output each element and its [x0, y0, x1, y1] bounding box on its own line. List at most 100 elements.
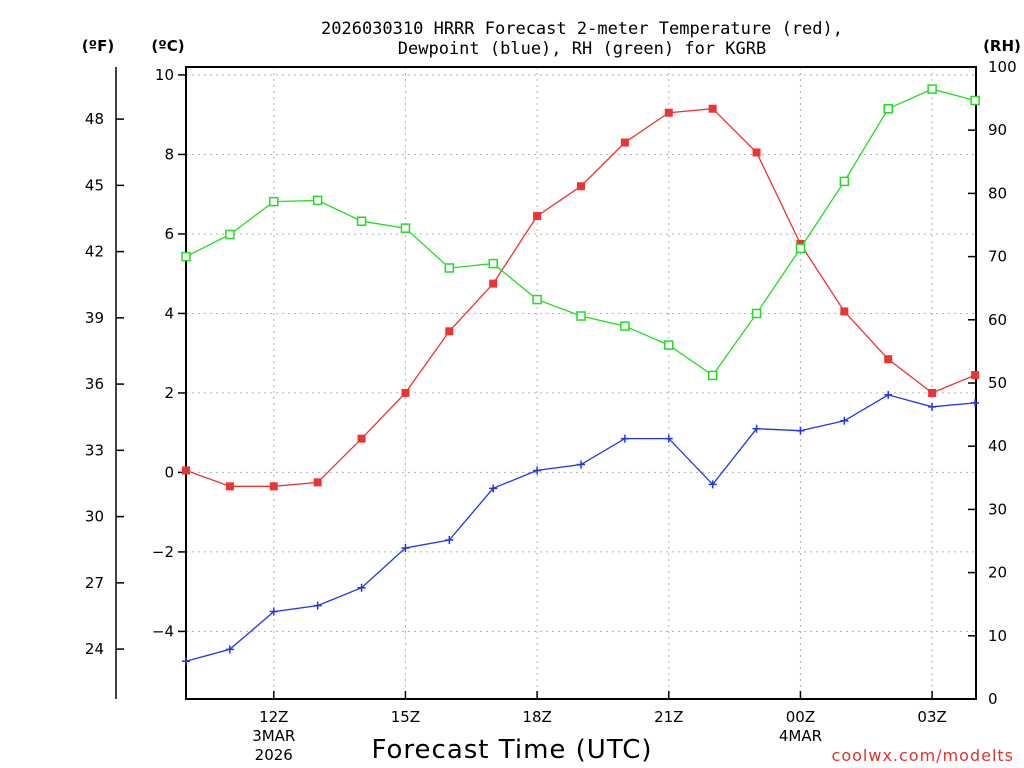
celsius-tick-label: 4: [164, 304, 174, 322]
celsius-unit-label: (ºC): [151, 37, 184, 55]
dewpoint-data-point: [533, 466, 542, 475]
rh-data-point: [444, 263, 455, 273]
x-tick-year-label: 2026: [255, 746, 293, 764]
fahrenheit-tick-label: 48: [85, 110, 104, 128]
x-axis-label: Forecast Time (UTC): [371, 735, 652, 765]
dewpoint-data-point: [752, 424, 761, 433]
fahrenheit-unit-label: (ºF): [82, 37, 114, 55]
rh-tick-label: 80: [988, 184, 1007, 202]
rh-series-line: [185, 88, 976, 377]
temperature-data-point: [884, 355, 893, 364]
rh-tick-label: 70: [988, 248, 1007, 266]
temperature-data-point: [225, 482, 234, 491]
dewpoint-data-point: [313, 601, 322, 610]
rh-data-point: [751, 308, 762, 319]
celsius-tick-label: 2: [164, 384, 174, 402]
rh-tick-label: 30: [988, 500, 1007, 518]
rh-data-point: [181, 251, 191, 262]
temperature-data-point: [313, 478, 322, 487]
fahrenheit-tick-label: 45: [85, 176, 104, 194]
fahrenheit-tick-label: 30: [85, 508, 104, 526]
temperature-data-point: [971, 371, 980, 380]
fahrenheit-tick-label: 24: [85, 640, 104, 658]
rh-data-point: [970, 95, 980, 106]
chart-title-line-2: Dewpoint (blue), RH (green) for KGRB: [398, 39, 766, 59]
temperature-data-point: [533, 212, 542, 221]
temperature-data-point: [489, 279, 498, 288]
rh-data-point: [269, 196, 279, 207]
celsius-tick-label: 10: [155, 66, 174, 84]
rh-unit-label: (RH): [983, 37, 1021, 55]
temperature-data-point: [620, 138, 629, 147]
temperature-data-point: [401, 388, 410, 397]
dewpoint-data-point: [664, 434, 673, 443]
dewpoint-data-point: [971, 398, 980, 407]
temperature-data-point: [752, 148, 761, 157]
rh-data-point: [400, 223, 411, 233]
rh-tick-label: 60: [988, 311, 1007, 329]
rh-tick-label: 100: [988, 58, 1017, 76]
dewpoint-data-point: [357, 583, 366, 592]
temperature-data-point: [445, 327, 454, 336]
dewpoint-data-point: [796, 426, 805, 435]
temperature-data-point: [840, 307, 849, 316]
chart-title-line-1: 2026030310 HRRR Forecast 2-meter Tempera…: [321, 19, 843, 39]
x-tick-date-label: 3MAR: [252, 727, 295, 745]
rh-data-point: [927, 84, 937, 94]
x-tick-label: 12Z: [259, 708, 288, 726]
x-tick-label: 15Z: [391, 708, 420, 726]
celsius-tick-label: 6: [164, 225, 174, 243]
dewpoint-data-point: [489, 484, 498, 493]
rh-data-point: [312, 195, 323, 206]
dewpoint-data-point: [620, 434, 629, 443]
source-credit: coolwx.com/modelts: [832, 746, 1014, 765]
temperature-data-point: [357, 434, 366, 443]
rh-data-point: [532, 294, 542, 305]
fahrenheit-tick-label: 27: [85, 574, 104, 592]
x-tick-label: 00Z: [786, 708, 815, 726]
temperature-series-line: [185, 108, 976, 487]
temperature-data-point: [928, 388, 937, 397]
rh-data-point: [576, 311, 586, 321]
dewpoint-series-line: [185, 394, 976, 662]
celsius-tick-label: 8: [164, 145, 174, 163]
series-layer: [181, 84, 980, 666]
rh-data-point: [664, 340, 674, 350]
dewpoint-data-point: [269, 607, 278, 616]
temperature-data-point: [182, 466, 190, 475]
rh-tick-label: 50: [988, 374, 1007, 392]
celsius-tick-label: 0: [164, 463, 174, 481]
dewpoint-data-point: [445, 536, 454, 545]
rh-tick-label: 0: [988, 690, 998, 708]
rh-tick-label: 20: [988, 564, 1007, 582]
rh-data-point: [707, 370, 718, 381]
celsius-tick-label: −2: [152, 543, 174, 561]
rh-data-point: [356, 216, 367, 226]
temperature-data-point: [577, 182, 585, 191]
celsius-tick-label: −4: [152, 622, 174, 640]
x-tick-label: 18Z: [522, 708, 551, 726]
dewpoint-data-point: [225, 645, 234, 654]
tick-label-layer: 1086420−2−448454239363330272410090807060…: [85, 58, 1017, 764]
x-tick-label: 03Z: [917, 708, 946, 726]
fahrenheit-tick-label: 33: [85, 441, 104, 459]
rh-data-point: [839, 176, 850, 187]
dewpoint-data-point: [401, 543, 410, 552]
dewpoint-data-point: [840, 416, 849, 425]
dewpoint-data-point: [708, 480, 717, 489]
fahrenheit-tick-label: 39: [85, 309, 104, 327]
rh-tick-label: 10: [988, 627, 1007, 645]
axes-layer: [115, 66, 977, 700]
rh-data-point: [488, 258, 498, 269]
fahrenheit-tick-label: 42: [85, 243, 104, 261]
dewpoint-data-point: [928, 402, 937, 411]
rh-tick-label: 40: [988, 437, 1007, 455]
plot-frame: [185, 66, 977, 700]
dewpoint-data-point: [182, 657, 190, 666]
temperature-data-point: [664, 108, 673, 117]
temperature-data-point: [708, 104, 717, 113]
temperature-data-point: [269, 482, 278, 491]
dewpoint-data-point: [884, 390, 893, 399]
x-tick-label: 21Z: [654, 708, 683, 726]
